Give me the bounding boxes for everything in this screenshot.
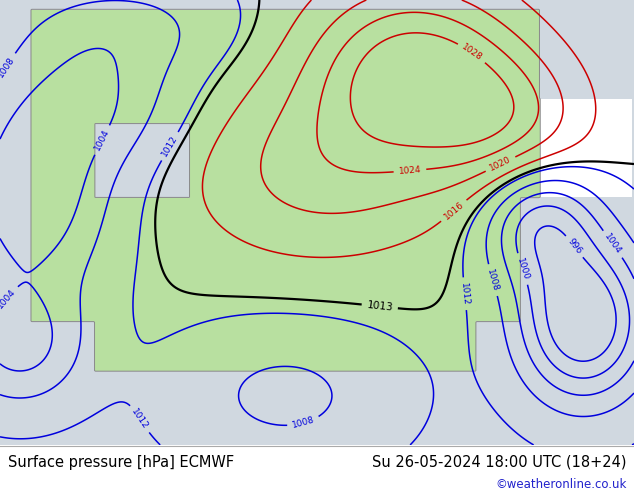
Text: 1012: 1012 xyxy=(130,407,150,431)
Text: 1028: 1028 xyxy=(460,43,484,63)
Text: 1004: 1004 xyxy=(93,128,112,152)
Text: 1020: 1020 xyxy=(488,155,513,173)
Text: 1008: 1008 xyxy=(486,268,500,293)
Text: Su 26-05-2024 18:00 UTC (18+24): Su 26-05-2024 18:00 UTC (18+24) xyxy=(372,455,626,469)
Text: 1008: 1008 xyxy=(291,416,316,430)
Text: 1004: 1004 xyxy=(0,287,17,310)
Text: 996: 996 xyxy=(566,237,583,256)
Text: Surface pressure [hPa] ECMWF: Surface pressure [hPa] ECMWF xyxy=(8,455,234,469)
Text: 1004: 1004 xyxy=(602,232,623,256)
Text: 1013: 1013 xyxy=(366,300,394,313)
Text: 1012: 1012 xyxy=(160,134,179,158)
Text: 1016: 1016 xyxy=(442,200,465,221)
Text: 1012: 1012 xyxy=(459,282,470,306)
Text: 1008: 1008 xyxy=(0,55,16,79)
Text: 1024: 1024 xyxy=(398,165,422,176)
Text: 1000: 1000 xyxy=(515,257,531,281)
Text: ©weatheronline.co.uk: ©weatheronline.co.uk xyxy=(495,478,626,490)
